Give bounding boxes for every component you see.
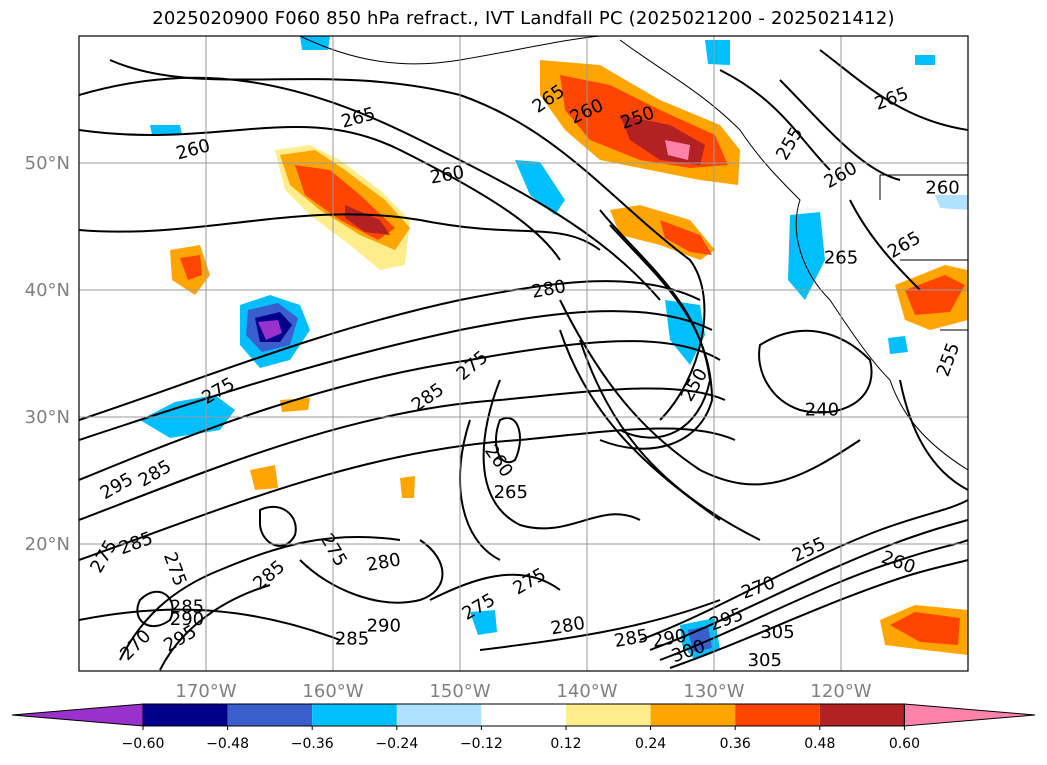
lat-label: 20°N [25, 534, 70, 555]
contour-label: 265 [824, 247, 858, 268]
contour-label: 265 [494, 482, 528, 503]
colorbar-swatch [481, 704, 566, 726]
lat-label: 40°N [25, 280, 70, 301]
colorbar-tick-label: 0.60 [889, 736, 920, 752]
colorbar-tick-label: 0.36 [720, 736, 751, 752]
contour-label: 255 [772, 124, 807, 164]
lon-label: 130°W [683, 681, 744, 702]
map-title: 2025020900 F060 850 hPa refract., IVT La… [152, 8, 895, 29]
contour-label: 295 [97, 469, 137, 504]
contour-label: 255 [933, 340, 964, 379]
contour-label: 305 [760, 622, 794, 643]
contour-label: 275 [509, 564, 549, 599]
colorbar-swatch [650, 704, 736, 726]
colorbar-swatch [566, 704, 651, 726]
contour-label: 275 [316, 530, 351, 570]
colorbar-swatch [819, 704, 905, 726]
contour-label: 270 [116, 626, 155, 665]
contour-label: 250 [677, 365, 712, 405]
colorbar-extend-min [11, 703, 144, 727]
colorbar-tick-label: −0.12 [460, 736, 503, 752]
contour-label: 260 [879, 547, 918, 578]
contour-label: 280 [365, 549, 402, 576]
contour-label: 275 [452, 347, 492, 385]
contour-label: 285 [613, 625, 650, 652]
lat-label: 30°N [25, 407, 70, 428]
contour-label: 270 [739, 572, 778, 603]
colorbar-swatch [312, 704, 397, 726]
lat-axis: 50°N 40°N 30°N 20°N [25, 153, 70, 555]
contour-label: 305 [748, 650, 782, 671]
contour-lines [79, 49, 968, 671]
colorbar-extend-max [903, 703, 1036, 727]
contour-label: 280 [530, 276, 567, 303]
gridlines [79, 36, 968, 671]
colorbar-tick-label: −0.24 [375, 736, 418, 752]
colorbar-tick-label: 0.48 [804, 736, 835, 752]
colorbar-swatch [227, 704, 313, 726]
map-frame [78, 35, 969, 672]
contour-label: 275 [159, 549, 190, 588]
lon-label: 150°W [429, 681, 490, 702]
colorbar-tick-label: −0.36 [291, 736, 334, 752]
contour-label: 290 [367, 616, 401, 637]
contour-label: 260 [925, 177, 959, 198]
lon-axis: 170°W 160°W 150°W 140°W 130°W 120°W [175, 681, 871, 702]
colorbar-tick-label: −0.48 [206, 736, 249, 752]
colorbar-frame [142, 703, 905, 727]
colorbar-tick-label: 0.12 [550, 736, 581, 752]
contour-label: 290 [170, 609, 204, 630]
colorbar-tick-label: 0.24 [635, 736, 666, 752]
lon-label: 160°W [302, 681, 363, 702]
contour-label: 285 [170, 597, 204, 618]
colorbar-tick-label: −0.60 [122, 736, 165, 752]
colorbar-swatch [396, 704, 482, 726]
contour-label: 260 [174, 135, 213, 164]
colorbar-swatch [143, 704, 228, 726]
contour-label: 285 [116, 528, 155, 559]
contour-label: 285 [335, 628, 369, 649]
lon-label: 120°W [810, 681, 871, 702]
colorbar: −0.60 −0.48 −0.36 −0.24 −0.12 0.12 0.24 0.36 0.4… [11, 703, 1036, 752]
lat-label: 50°N [25, 153, 70, 174]
lon-label: 140°W [556, 681, 617, 702]
colorbar-swatch [735, 704, 820, 726]
contour-label: 240 [805, 400, 839, 421]
lon-label: 170°W [175, 681, 236, 702]
contour-label: 285 [249, 556, 289, 594]
